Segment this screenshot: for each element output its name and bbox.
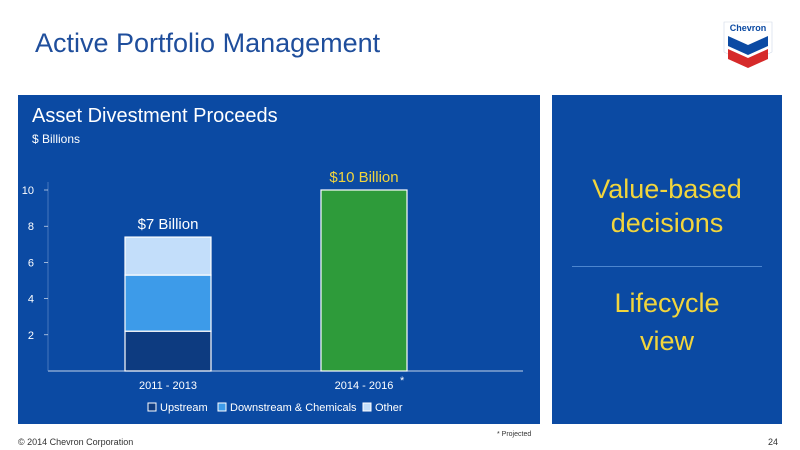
footer-note: * Projected: [497, 431, 532, 438]
page-number: 24: [768, 437, 779, 447]
bar-segment: [124, 236, 212, 276]
slide-title: Active Portfolio Management: [35, 28, 381, 58]
y-tick-label: 2: [28, 330, 34, 342]
side-text-line2: decisions: [610, 208, 724, 238]
legend-label: Downstream & Chemicals: [230, 402, 357, 414]
legend-swatch: [217, 402, 227, 412]
legend-swatch: [147, 402, 157, 412]
side-text-line1: Value-based: [592, 174, 742, 204]
bar-segment: [320, 189, 408, 372]
y-tick-label: 10: [22, 185, 34, 197]
chart-title: Asset Divestment Proceeds: [32, 105, 278, 127]
y-tick-label: 8: [28, 221, 34, 233]
data-label: $10 Billion: [329, 169, 398, 186]
chart-subtitle: $ Billions: [32, 132, 81, 146]
legend-label: Upstream: [160, 402, 208, 414]
side-text-line4: view: [639, 326, 694, 356]
side-panel: Value-based decisions Lifecycle view: [552, 95, 782, 424]
category-footnote-marker: *: [400, 375, 405, 387]
bar-segment: [124, 330, 212, 372]
y-tick-label: 6: [28, 257, 34, 269]
data-label: $7 Billion: [138, 216, 199, 233]
legend-swatch: [362, 402, 372, 412]
side-text-line3: Lifecycle: [614, 288, 720, 318]
logo-text: Chevron: [730, 23, 767, 33]
bar-segment: [124, 274, 212, 332]
divestment-chart: 2 4 6 8 10 $7 Billion 2011 - 2013 $10 Billion 20…: [22, 169, 523, 414]
footer-copyright: © 2014 Chevron Corporation: [18, 437, 134, 447]
category-label: 2011 - 2013: [139, 380, 197, 392]
legend-label: Other: [375, 402, 403, 414]
y-tick-label: 4: [28, 294, 34, 306]
chart-panel: 2 4 6 8 10 $7 Billion 2011 - 2013 $10 Billion 20…: [18, 95, 540, 424]
side-divider: [572, 266, 762, 267]
category-label: 2014 - 2016: [335, 380, 394, 392]
chevron-logo: Chevron: [723, 21, 773, 68]
